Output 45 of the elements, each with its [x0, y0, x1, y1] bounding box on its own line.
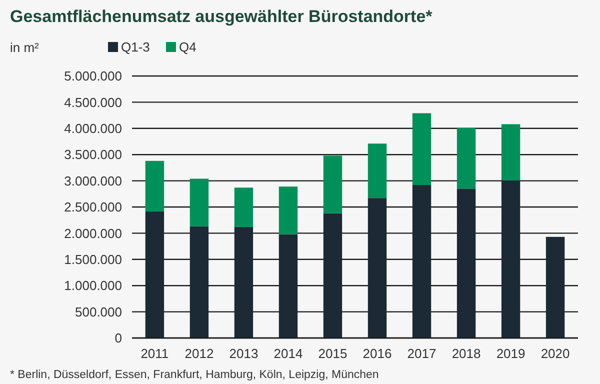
chart-title: Gesamtflächenumsatz ausgewählter Bürostandorte*: [10, 7, 433, 26]
y-tick-label: 500.000: [75, 304, 122, 320]
x-tick-label: 2011: [140, 346, 169, 361]
bar: [190, 226, 209, 338]
bar: [412, 184, 432, 338]
legend-label: Q1-3: [121, 40, 150, 54]
y-tick-label: 2.500.000: [64, 200, 122, 215]
x-tick-label: 2019: [496, 346, 526, 361]
bar: [368, 198, 387, 338]
x-tick-label: 2014: [274, 346, 303, 361]
bar: [501, 124, 520, 180]
x-tick-label: 2017: [407, 346, 436, 361]
bar: [323, 156, 342, 214]
bar: [190, 178, 209, 226]
bar: [234, 188, 254, 227]
y-tick-label: 1.500.000: [64, 252, 122, 267]
bar: [546, 236, 565, 338]
bar: [456, 128, 476, 189]
y-tick-label: 3.500.000: [64, 147, 122, 162]
text: * Berlin, Düsseldorf, Essen, Frankfurt, Hamburg, Köln, Leipzig, München: [10, 369, 379, 381]
x-tick-label: 2016: [362, 346, 392, 361]
y-tick-label: 5.000.000: [64, 68, 122, 84]
x-tick-label: 2012: [184, 346, 214, 361]
legend-label: Q4: [179, 40, 196, 54]
bar: [234, 226, 254, 338]
x-tick-label: 2018: [452, 346, 481, 361]
x-tick-label: 2015: [318, 346, 348, 361]
y-tick-label: 4.000.000: [64, 120, 122, 136]
bar: [278, 234, 298, 338]
y-tick-label: 1.000.000: [64, 278, 122, 294]
x-tick-label: 2013: [229, 346, 258, 361]
x-tick-label: 2020: [540, 346, 570, 361]
y-tick-label: 4.500.000: [64, 94, 122, 110]
bar: [368, 144, 387, 198]
bar: [412, 113, 432, 185]
y-tick-label: 0: [114, 330, 122, 346]
bar: [278, 186, 298, 234]
bar: [323, 213, 342, 338]
bar: [456, 188, 476, 338]
y-axis-title: in m²: [10, 40, 40, 55]
bar: [145, 160, 164, 212]
bar: [501, 180, 520, 338]
y-tick-label: 3.000.000: [64, 173, 122, 188]
bar: [145, 211, 164, 338]
y-tick-label: 2.000.000: [64, 226, 122, 241]
